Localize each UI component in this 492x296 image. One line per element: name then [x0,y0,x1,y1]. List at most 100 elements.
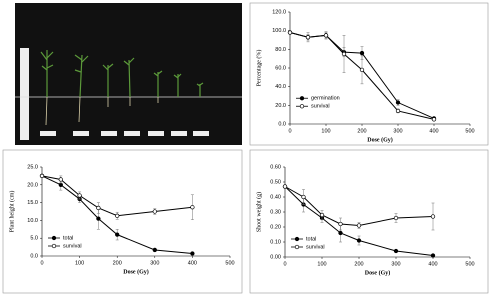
data-point [356,223,362,228]
data-point [96,216,101,221]
x-tick-label: 500 [465,261,474,267]
x-tick-label: 400 [428,261,437,267]
panel-frame [249,149,489,294]
y-tick-label: 20.0 [27,182,38,188]
y-tick-label: 120.0 [272,9,286,15]
x-tick-label: 500 [225,260,234,266]
data-point [359,67,365,73]
x-tick-label: 500 [465,128,474,134]
x-axis-title: Dose (Gy) [365,269,391,276]
y-axis-title: Plant height (cm) [8,191,15,233]
x-tick-label: 0 [40,260,43,266]
x-tick-label: 0 [288,128,291,134]
x-tick-label: 300 [393,128,402,134]
data-point [393,215,399,221]
y-tick-label: 60.0 [275,65,286,71]
legend-marker [51,243,57,249]
x-axis-title: Dose (Gy) [123,268,149,275]
legend-label: survival [311,104,330,110]
chart-panel: 0.0 20.0 40.0 60.0 80.0 100.0 120.0 0 100 200 300 4… [249,2,489,146]
y-tick-label: 15.0 [27,200,38,206]
series-line [284,186,434,227]
data-point [190,251,195,256]
legend-marker [299,96,305,101]
y-tick-label: 0.20 [270,224,281,230]
y-tick-label: 0.40 [270,194,281,200]
y-tick-label: 40.0 [275,84,286,90]
photo-panel [15,3,242,145]
data-point [152,209,157,214]
data-point [431,117,437,122]
y-tick-label: 0.0 [278,121,286,127]
y-tick-label: 10.0 [27,218,38,224]
legend-marker [294,236,300,242]
y-tick-label: 0.00 [270,254,281,260]
data-point [395,100,401,105]
y-tick-label: 0.30 [270,209,281,215]
y-axis-title: Shoot weight (g) [255,192,262,232]
data-point [319,212,325,218]
data-point [305,35,311,40]
legend-marker [294,244,300,250]
legend-marker [51,235,57,241]
data-point [77,193,82,198]
panel-frame [249,2,489,146]
data-point [338,221,343,227]
x-tick-label: 200 [357,128,366,134]
y-tick-label: 0.50 [270,179,281,185]
legend-label: total [306,236,316,242]
y-axis-title: Percentage (%) [255,50,262,87]
legend-label: germination [311,96,340,102]
legend-label: total [63,235,73,241]
series-line [41,175,193,217]
data-point [395,108,401,114]
data-point [430,214,436,219]
data-point [190,205,195,210]
legend-marker [299,104,305,109]
data-point [115,213,120,218]
data-point [301,194,306,200]
data-point [359,50,365,56]
data-point [152,247,157,253]
x-tick-label: 400 [188,260,197,266]
data-point [39,173,45,179]
x-tick-label: 300 [150,260,159,266]
data-point [323,33,329,38]
x-tick-label: 100 [75,260,84,266]
ruler [20,48,29,140]
y-tick-label: 80.0 [275,47,286,53]
data-point [430,253,436,258]
data-point [58,182,63,187]
y-tick-label: 5.0 [30,236,38,242]
x-tick-label: 100 [317,261,326,267]
y-tick-label: 20.0 [275,103,286,109]
x-tick-label: 200 [113,260,122,266]
x-axis-title: Dose (Gy) [367,136,393,143]
roots [45,96,159,126]
panel-frame [2,149,243,294]
legend-label: survival [306,244,325,250]
data-point [115,232,120,237]
data-point [287,30,293,35]
x-tick-label: 200 [354,261,363,267]
data-point [282,184,288,189]
x-tick-label: 300 [391,261,400,267]
data-point [58,177,63,182]
seedlings [40,50,204,98]
photo-background [15,3,242,145]
chart-panel: 0.00 0.10 0.20 0.30 0.40 0.50 0.60 0 100 200 300 40… [249,149,489,294]
legend-label: survival [63,243,82,249]
data-point [393,248,399,254]
data-point [96,205,101,211]
x-tick-label: 400 [429,128,438,134]
chart-panel: 0.0 5.0 10.0 15.0 20.0 25.0 0 100 200 300 400 500 Do… [2,149,243,294]
y-tick-label: 25.0 [27,164,38,170]
data-point [338,230,343,236]
y-tick-label: 0.0 [30,253,38,259]
labels [40,131,209,136]
x-tick-label: 0 [283,261,286,267]
y-tick-label: 0.60 [270,164,281,170]
y-tick-label: 0.10 [270,239,281,245]
